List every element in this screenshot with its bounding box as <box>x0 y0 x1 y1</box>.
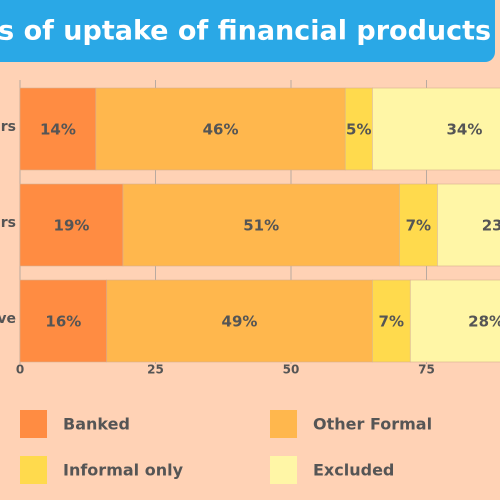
value-label: 7% <box>406 217 431 235</box>
value-label: 19% <box>54 217 90 235</box>
bar-segment <box>19 183 124 267</box>
bar-segment <box>437 183 500 267</box>
category-label: ars <box>0 215 16 231</box>
legend-swatch <box>20 410 47 438</box>
bar-segment <box>106 279 373 363</box>
bar-segment <box>95 87 346 171</box>
value-label: 28% <box>468 313 500 331</box>
x-tick-label: 50 <box>283 363 300 377</box>
value-label: 14% <box>40 121 76 139</box>
category-label: ve <box>0 311 16 327</box>
title-banner <box>0 0 495 62</box>
value-label: 49% <box>222 313 258 331</box>
bar-segment <box>344 87 373 171</box>
legend-swatch <box>270 456 297 484</box>
bar-segment <box>371 87 500 171</box>
value-label: 34% <box>446 121 482 139</box>
value-label: 51% <box>243 217 279 235</box>
value-label: 7% <box>379 313 404 331</box>
value-label: 16% <box>45 313 81 331</box>
legend-label: Banked <box>63 415 130 434</box>
x-tick-label: 0 <box>16 363 24 377</box>
bar-segment <box>399 183 438 267</box>
legend-label: Informal only <box>63 461 184 480</box>
x-tick-label: 75 <box>418 363 435 377</box>
legend-label: Excluded <box>313 461 394 480</box>
bar-segment <box>19 87 97 171</box>
category-label: ars <box>0 119 16 135</box>
legend-swatch <box>270 410 297 438</box>
value-label: 46% <box>203 121 239 139</box>
x-tick-label: 25 <box>147 363 164 377</box>
legend-swatch <box>20 456 47 484</box>
value-label: 5% <box>346 121 371 139</box>
bar-segment <box>371 279 411 363</box>
value-label: 23% <box>482 217 500 235</box>
legend-label: Other Formal <box>313 415 432 434</box>
bar-segment <box>409 279 500 363</box>
chart-title: ls of uptake of financial products <box>0 16 491 47</box>
bar-segment <box>19 279 108 363</box>
